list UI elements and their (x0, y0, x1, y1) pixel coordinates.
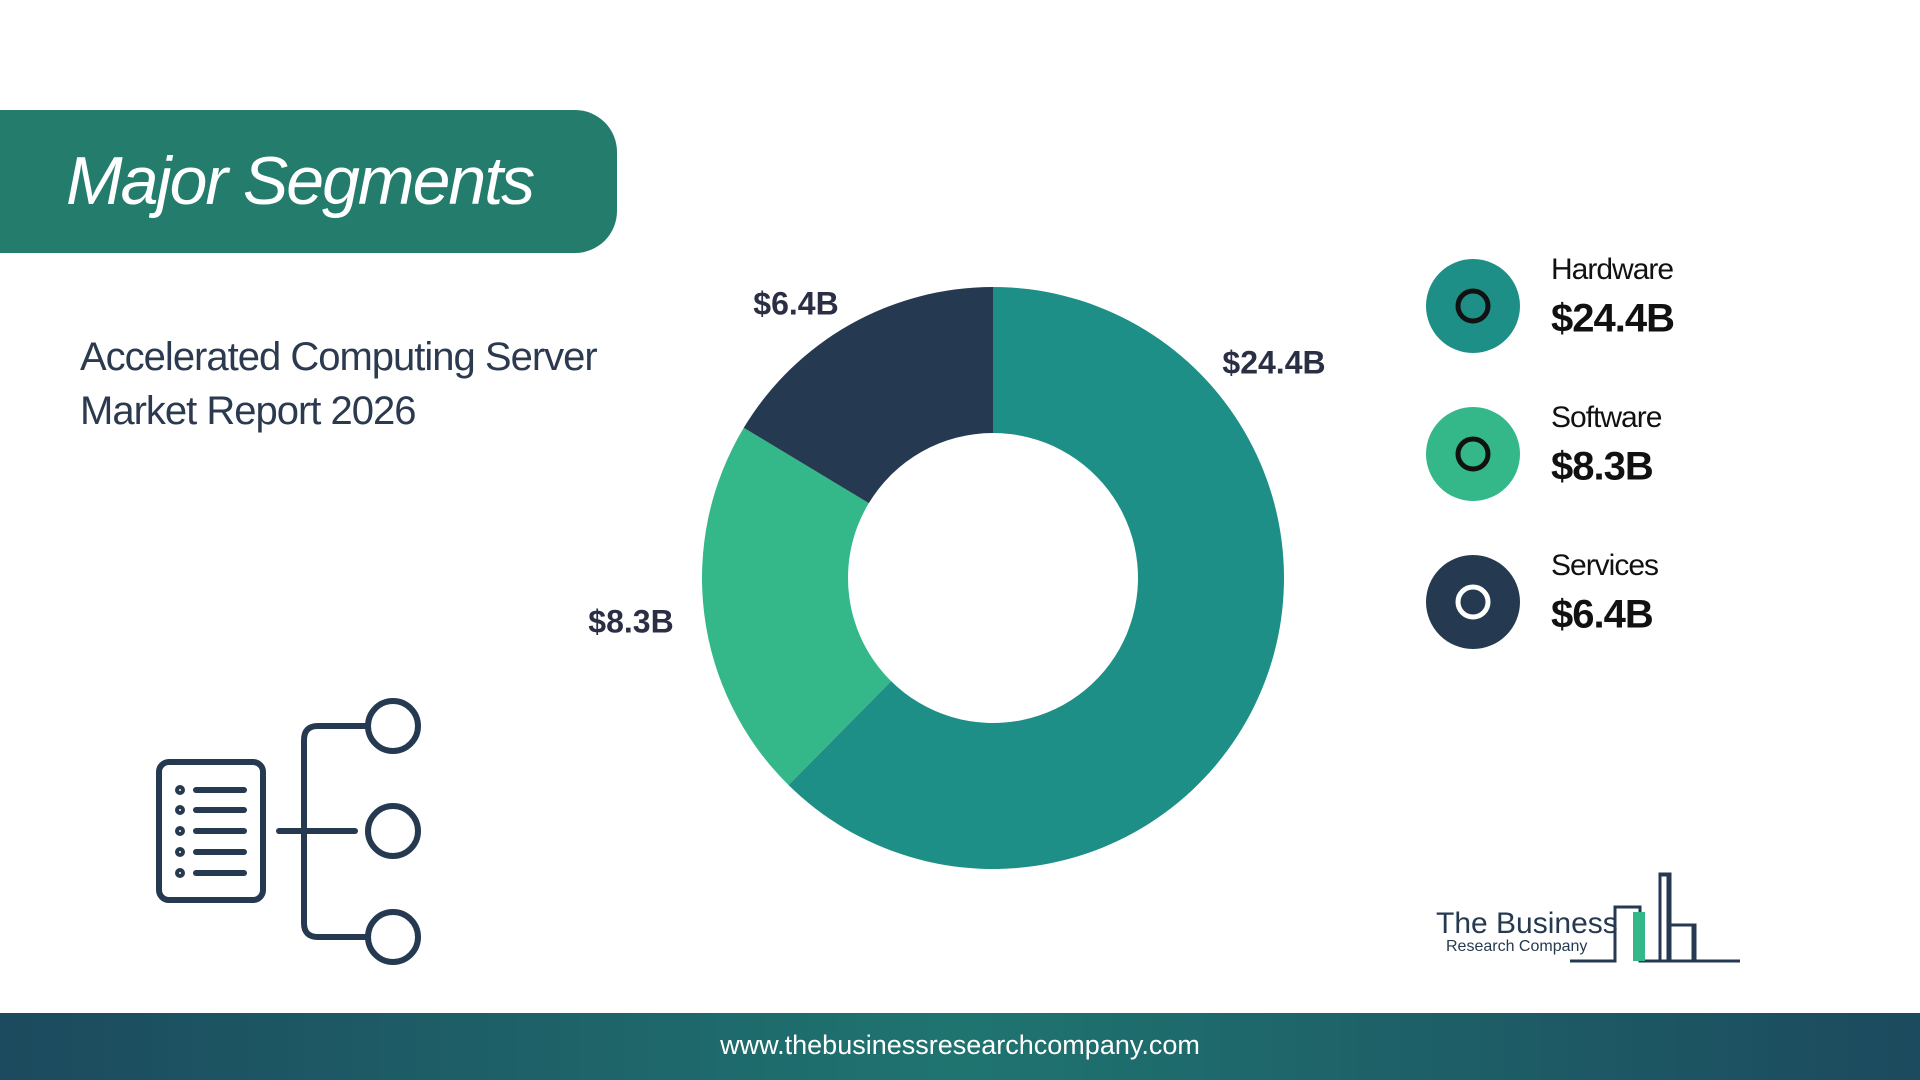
chart: The Business Research Company $24.4B $8.3… (156, 253, 1740, 965)
legend-label: Software (1551, 401, 1662, 434)
legend-label: Services (1551, 549, 1658, 582)
legend-glyph (1455, 288, 1491, 324)
legend-icon (1426, 407, 1520, 501)
donut-segment (743, 287, 993, 504)
legend-glyph (1455, 584, 1491, 620)
logo: The Business Research Company (1436, 872, 1740, 963)
org-icon (156, 698, 421, 965)
legend-value: $8.3B (1551, 445, 1653, 489)
logo-subname: Research Company (1446, 938, 1587, 955)
donut-segment (788, 287, 1284, 870)
data-label: $24.4B (1222, 344, 1325, 380)
chart-subtitle: Accelerated Computing Server Market Repo… (80, 335, 598, 433)
legend-label: Hardware (1551, 253, 1673, 286)
data-label: $6.4B (753, 285, 838, 321)
legend-value: $24.4B (1551, 297, 1674, 341)
page-title: Major Segments (66, 143, 535, 219)
data-label: $8.3B (588, 603, 673, 639)
legend-icon (1426, 259, 1520, 353)
legend-glyph (1455, 436, 1491, 472)
logo-name: The Business (1436, 907, 1618, 940)
title-banner: Major Segments (0, 110, 617, 253)
legend-value: $6.4B (1551, 593, 1653, 637)
donut-segment (702, 427, 892, 786)
footer: www.thebusinessresearchcompany.com (0, 1013, 1920, 1080)
legend-icon (1426, 555, 1520, 649)
footer-url: www.thebusinessresearchcompany.com (720, 1030, 1200, 1060)
